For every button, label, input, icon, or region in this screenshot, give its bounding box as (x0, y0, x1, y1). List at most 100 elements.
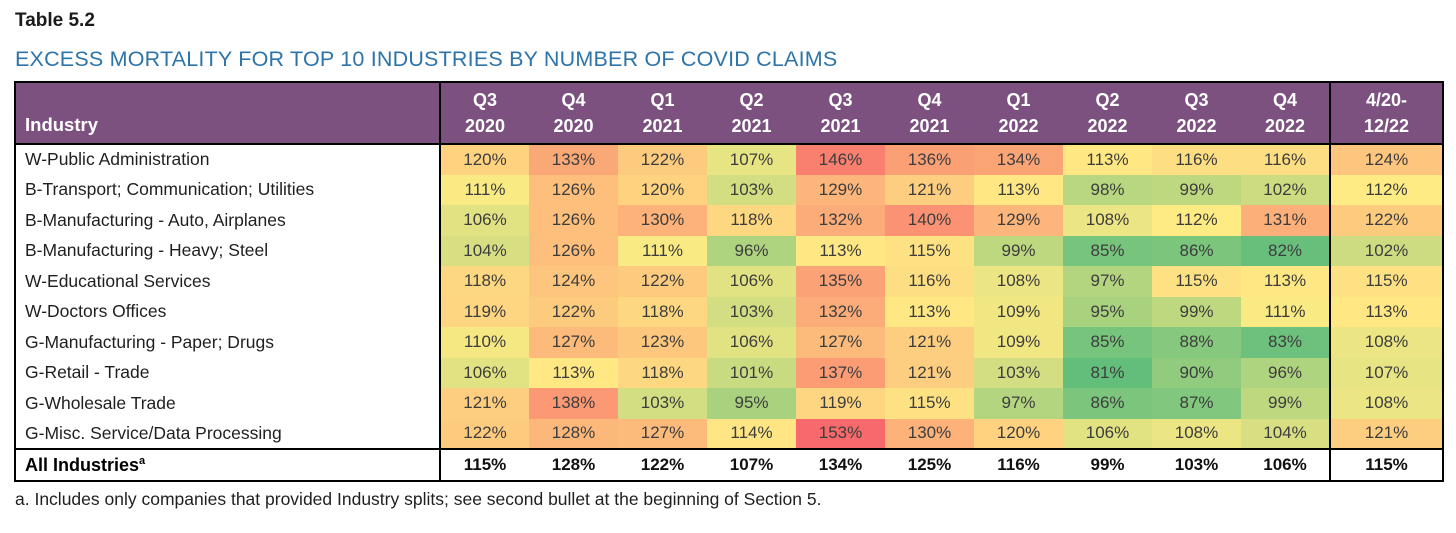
header-line-2: 2022 (998, 116, 1039, 136)
header-line-2: 2022 (1264, 116, 1306, 136)
industry-label: W-Public Administration (15, 144, 441, 175)
header-row: Industry Q3 2020 Q4 2020 Q1 2021 Q2 2021 Q3 2021 Q4… (15, 82, 1443, 144)
summary-label: All Industriesa (15, 449, 441, 481)
heatmap-cell: 118% (618, 296, 707, 327)
heatmap-cell: 95% (707, 388, 796, 419)
heatmap-cell: 121% (885, 174, 974, 205)
header-line-2: 2020 (553, 116, 594, 136)
heatmap-cell: 103% (707, 296, 796, 327)
table-row: W-Educational Services 118% 124% 122% 106% 13… (15, 266, 1443, 297)
heatmap-cell: 96% (1241, 357, 1330, 388)
heatmap-cell: 103% (618, 388, 707, 419)
heatmap-cell: 102% (1241, 174, 1330, 205)
heatmap-cell: 99% (1152, 296, 1241, 327)
report-page: Table 5.2 EXCESS MORTALITY FOR TOP 10 IN… (14, 10, 1444, 509)
heatmap-cell: 115% (1329, 266, 1443, 297)
header-line-2: 2021 (909, 116, 950, 136)
heatmap-cell: 118% (618, 357, 707, 388)
heatmap-cell: 96% (707, 235, 796, 266)
heatmap-cell: 97% (1063, 266, 1152, 297)
header-line-1: Q1 (650, 90, 675, 110)
heatmap-cell: 86% (1152, 235, 1241, 266)
table-number-label: Table 5.2 (15, 10, 95, 31)
heatmap-cell: 127% (796, 327, 885, 358)
heatmap-cell: 102% (1329, 235, 1443, 266)
heatmap-cell: 137% (796, 357, 885, 388)
heatmap-cell: 101% (707, 357, 796, 388)
heatmap-cell: 87% (1152, 388, 1241, 419)
column-header-q32020: Q3 2020 (440, 82, 529, 144)
heatmap-cell: 112% (1329, 174, 1443, 205)
industry-label: G-Retail - Trade (15, 357, 441, 388)
header-line-1: Q1 (1006, 90, 1031, 110)
heatmap-cell: 103% (974, 357, 1063, 388)
heatmap-cell: 127% (529, 327, 618, 358)
heatmap-cell: 116% (1241, 144, 1330, 175)
column-header-q22022: Q2 2022 (1063, 82, 1152, 144)
heatmap-cell: 132% (796, 205, 885, 236)
heatmap-cell: 126% (529, 174, 618, 205)
page-title: EXCESS MORTALITY FOR TOP 10 INDUSTRIES B… (15, 47, 838, 71)
footnote-marker: a (139, 454, 146, 467)
heatmap-cell: 129% (974, 205, 1063, 236)
heatmap-cell: 113% (1329, 296, 1443, 327)
heatmap-cell: 108% (1329, 327, 1443, 358)
heatmap-cell: 127% (618, 418, 707, 449)
table-row: G-Manufacturing - Paper; Drugs 110% 127% 12… (15, 327, 1443, 358)
column-header-q12021: Q1 2021 (618, 82, 707, 144)
table-row: W-Public Administration 120% 133% 122% 107% 1… (15, 144, 1443, 175)
heatmap-cell: 123% (618, 327, 707, 358)
header-line-1: Q4 (917, 90, 942, 110)
heatmap-cell: 115% (1152, 266, 1241, 297)
industry-label: G-Wholesale Trade (15, 388, 441, 419)
heatmap-cell: 116% (885, 266, 974, 297)
summary-cell: 107% (707, 449, 796, 481)
heatmap-cell: 126% (529, 205, 618, 236)
heatmap-cell: 153% (796, 418, 885, 449)
heatmap-cell: 136% (885, 144, 974, 175)
header-line-1: 4/20- (1365, 90, 1408, 110)
heatmap-cell: 122% (618, 144, 707, 175)
heatmap-cell: 99% (1152, 174, 1241, 205)
heatmap-cell: 134% (974, 144, 1063, 175)
heatmap-cell: 113% (529, 357, 618, 388)
header-line-2: 2020 (464, 116, 506, 136)
heatmap-cell: 131% (1241, 205, 1330, 236)
heatmap-cell: 119% (796, 388, 885, 419)
summary-cell: 103% (1152, 449, 1241, 481)
heatmap-cell: 121% (885, 327, 974, 358)
header-line-1: Q4 (561, 90, 586, 110)
summary-cell: 106% (1241, 449, 1330, 481)
heatmap-cell: 121% (440, 388, 529, 419)
heatmap-cell: 122% (1329, 205, 1443, 236)
heatmap-cell: 113% (796, 235, 885, 266)
header-line-2: 12/22 (1363, 116, 1410, 136)
table-row: B-Transport; Communication; Utilities 111… (15, 174, 1443, 205)
heatmap-cell: 88% (1152, 327, 1241, 358)
heatmap-cell: 122% (618, 266, 707, 297)
heatmap-cell: 107% (1329, 357, 1443, 388)
header-line-1: Q3 (472, 90, 497, 110)
heatmap-cell: 132% (796, 296, 885, 327)
summary-cell: 134% (796, 449, 885, 481)
summary-cell: 125% (885, 449, 974, 481)
table-row: G-Misc. Service/Data Processing 122% 128% 1… (15, 418, 1443, 449)
table-row: W-Doctors Offices 119% 122% 118% 103% 132% 113… (15, 296, 1443, 327)
heatmap-cell: 115% (885, 388, 974, 419)
heatmap-cell: 99% (974, 235, 1063, 266)
footnote: a. Includes only companies that provided… (15, 489, 822, 509)
table-row: G-Wholesale Trade 121% 138% 103% 95% 119% 115%… (15, 388, 1443, 419)
heatmap-cell: 104% (1241, 418, 1330, 449)
heatmap-cell: 120% (440, 144, 529, 175)
heatmap-cell: 82% (1241, 235, 1330, 266)
heatmap-cell: 114% (707, 418, 796, 449)
column-header-4201222: 4/20- 12/22 (1329, 82, 1443, 144)
heatmap-cell: 113% (1241, 266, 1330, 297)
heatmap-cell: 129% (796, 174, 885, 205)
industry-label: B-Manufacturing - Heavy; Steel (15, 235, 441, 266)
heatmap-cell: 118% (707, 205, 796, 236)
heatmap-cell: 111% (618, 235, 707, 266)
heatmap-cell: 135% (796, 266, 885, 297)
heatmap-cell: 113% (885, 296, 974, 327)
table-body: W-Public Administration 120% 133% 122% 107% 1… (15, 144, 1443, 481)
